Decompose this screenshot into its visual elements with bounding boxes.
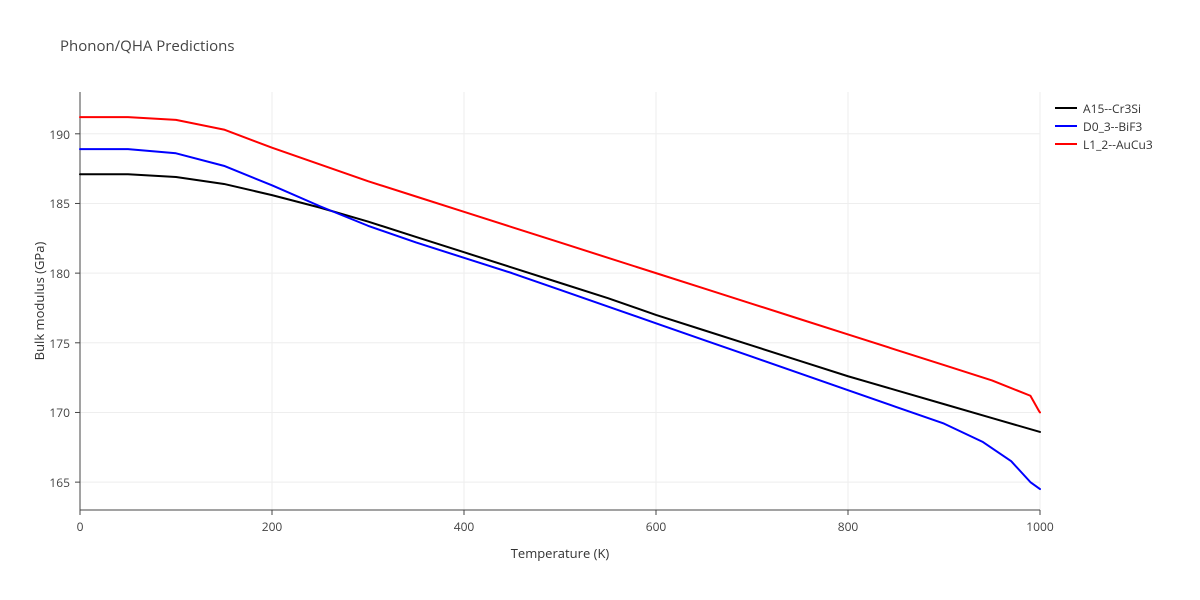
legend-label: L1_2--AuCu3 [1083,136,1153,153]
y-tick-label: 180 [49,265,70,282]
series-line [80,149,1040,489]
legend-item[interactable]: D0_3--BiF3 [1055,118,1153,134]
y-tick-label: 165 [49,474,70,491]
chart-svg [0,0,1200,600]
y-tick-label: 170 [49,404,70,421]
legend-label: D0_3--BiF3 [1083,118,1142,135]
legend-swatch [1055,143,1077,145]
chart-container: { "title": { "text": "Phonon/QHA Predict… [0,0,1200,600]
legend-label: A15--Cr3Si [1083,100,1141,117]
x-tick-label: 600 [641,518,671,535]
legend-swatch [1055,125,1077,127]
legend: A15--Cr3SiD0_3--BiF3L1_2--AuCu3 [1055,100,1153,154]
series-line [80,174,1040,432]
legend-item[interactable]: A15--Cr3Si [1055,100,1153,116]
y-tick-label: 185 [49,195,70,212]
x-tick-label: 400 [449,518,479,535]
y-tick-label: 190 [49,126,70,143]
x-tick-label: 1000 [1025,518,1055,535]
y-tick-label: 175 [49,335,70,352]
x-tick-label: 800 [833,518,863,535]
x-tick-label: 200 [257,518,287,535]
series-line [80,117,1040,412]
legend-item[interactable]: L1_2--AuCu3 [1055,136,1153,152]
legend-swatch [1055,107,1077,109]
x-tick-label: 0 [65,518,95,535]
